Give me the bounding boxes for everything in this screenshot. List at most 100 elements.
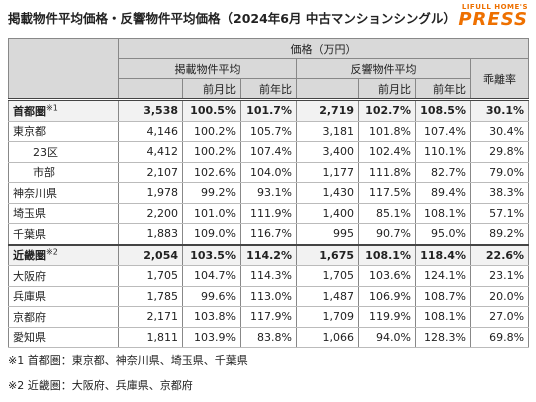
row-name: 市部: [33, 166, 55, 180]
row-name: 愛知県: [13, 331, 46, 345]
row-name: 東京都: [13, 125, 46, 139]
cell: 103.6%: [358, 265, 416, 287]
cell: 94.0%: [358, 326, 416, 348]
cell: 89.2%: [469, 223, 530, 245]
cell: 1,675: [296, 243, 359, 266]
cell: 128.3%: [415, 326, 471, 348]
cell: 2,171: [118, 306, 183, 328]
table-row: 神奈川県 1,978 99.2% 93.1% 1,430 117.5% 89.4% 38.3%: [8, 182, 530, 204]
cell: 108.1%: [358, 243, 416, 266]
header-cell: 乖離率: [469, 58, 530, 100]
cell: 83.8%: [240, 326, 297, 348]
cell: 995: [296, 223, 359, 245]
cell: 79.0%: [469, 161, 530, 183]
logo: LIFULL HOME'S PRESS: [458, 4, 528, 29]
row-note: ※1: [46, 103, 58, 113]
table-row: 近畿圏※2 2,054 103.5% 114.2% 1,675 108.1% 118.4% 2…: [8, 243, 530, 266]
cell: 99.6%: [182, 285, 241, 307]
row-label: 兵庫県: [8, 285, 119, 307]
row-name: 23区: [33, 145, 58, 159]
cell: 111.9%: [240, 202, 297, 224]
table-row: 千葉県 1,883 109.0% 116.7% 995 90.7% 95.0% 89.2%: [8, 223, 530, 245]
cell: 29.8%: [469, 141, 530, 163]
row-label: 京都府: [8, 306, 119, 328]
title: 掲載物件平均価格・反響物件平均価格（2024年6月 中古マンションシングル）: [8, 11, 456, 26]
cell: 119.9%: [358, 306, 416, 328]
cell: 114.2%: [240, 243, 297, 266]
table-row: 首都圏※1 3,538 100.5% 101.7% 2,719 102.7% 108.5% 3…: [8, 98, 530, 122]
cell: 117.5%: [358, 182, 416, 204]
cell: 30.4%: [469, 120, 530, 142]
logo-main: PRESS: [458, 9, 528, 30]
cell: 106.9%: [358, 285, 416, 307]
logo-top: LIFULL HOME'S: [461, 3, 528, 11]
header-cell: 反響物件平均: [296, 58, 471, 79]
note: ※2 近畿圏：大阪府、兵庫県、京都府: [8, 379, 193, 392]
cell: 100.2%: [182, 141, 241, 163]
row-label: 近畿圏※2: [8, 243, 119, 266]
row-label: 首都圏※1: [8, 98, 119, 122]
table-row: 埼玉県 2,200 101.0% 111.9% 1,400 85.1% 108.1% 57.1…: [8, 202, 530, 224]
row-name: 大阪府: [13, 269, 46, 283]
cell: 1,066: [296, 326, 359, 348]
cell: 30.1%: [469, 98, 530, 122]
row-note: ※2: [46, 247, 58, 257]
row-name: 神奈川県: [13, 186, 57, 200]
cell: 95.0%: [415, 223, 471, 245]
cell: 124.1%: [415, 265, 471, 287]
cell: 3,181: [296, 120, 359, 142]
row-name: 近畿圏: [13, 249, 46, 263]
cell: 114.3%: [240, 265, 297, 287]
table-row: 東京都 4,146 100.2% 105.7% 3,181 101.8% 107.4% 30.…: [8, 120, 530, 142]
cell: 110.1%: [415, 141, 471, 163]
cell: 117.9%: [240, 306, 297, 328]
cell: 90.7%: [358, 223, 416, 245]
header-cell: 前月比: [182, 78, 241, 100]
cell: 107.4%: [415, 120, 471, 142]
cell: 101.7%: [240, 98, 297, 122]
cell: 1,487: [296, 285, 359, 307]
cell: 107.4%: [240, 141, 297, 163]
cell: 4,146: [118, 120, 183, 142]
cell: 38.3%: [469, 182, 530, 204]
header-cell: 掲載物件平均: [118, 58, 297, 79]
row-label: 東京都: [8, 120, 119, 142]
cell: 111.8%: [358, 161, 416, 183]
cell: 108.7%: [415, 285, 471, 307]
header-cell: 前年比: [415, 78, 471, 100]
header-cell: [296, 78, 359, 100]
cell: 93.1%: [240, 182, 297, 204]
cell: 22.6%: [469, 243, 530, 266]
cell: 1,430: [296, 182, 359, 204]
cell: 100.5%: [182, 98, 241, 122]
cell: 102.4%: [358, 141, 416, 163]
row-label: 愛知県: [8, 326, 119, 348]
header-cell: 前年比: [240, 78, 297, 100]
header-cell: 前月比: [358, 78, 416, 100]
cell: 85.1%: [358, 202, 416, 224]
cell: 105.7%: [240, 120, 297, 142]
table-row: 大阪府 1,705 104.7% 114.3% 1,705 103.6% 124.1% 23.…: [8, 265, 530, 287]
row-name: 千葉県: [13, 227, 46, 241]
row-label: 神奈川県: [8, 182, 119, 204]
cell: 103.8%: [182, 306, 241, 328]
cell: 23.1%: [469, 265, 530, 287]
cell: 102.7%: [358, 98, 416, 122]
row-name: 京都府: [13, 310, 46, 324]
cell: 109.0%: [182, 223, 241, 245]
price-table: 価格（万円） 掲載物件平均 反響物件平均 乖離率 前月比 前年比 前月比 前年比 首都圏※…: [8, 38, 530, 348]
cell: 104.7%: [182, 265, 241, 287]
cell: 108.5%: [415, 98, 471, 122]
cell: 113.0%: [240, 285, 297, 307]
cell: 1,709: [296, 306, 359, 328]
cell: 103.9%: [182, 326, 241, 348]
cell: 3,400: [296, 141, 359, 163]
row-label: 大阪府: [8, 265, 119, 287]
cell: 102.6%: [182, 161, 241, 183]
cell: 104.0%: [240, 161, 297, 183]
row-label: 埼玉県: [8, 202, 119, 224]
cell: 108.1%: [415, 202, 471, 224]
cell: 1,705: [118, 265, 183, 287]
cell: 2,107: [118, 161, 183, 183]
